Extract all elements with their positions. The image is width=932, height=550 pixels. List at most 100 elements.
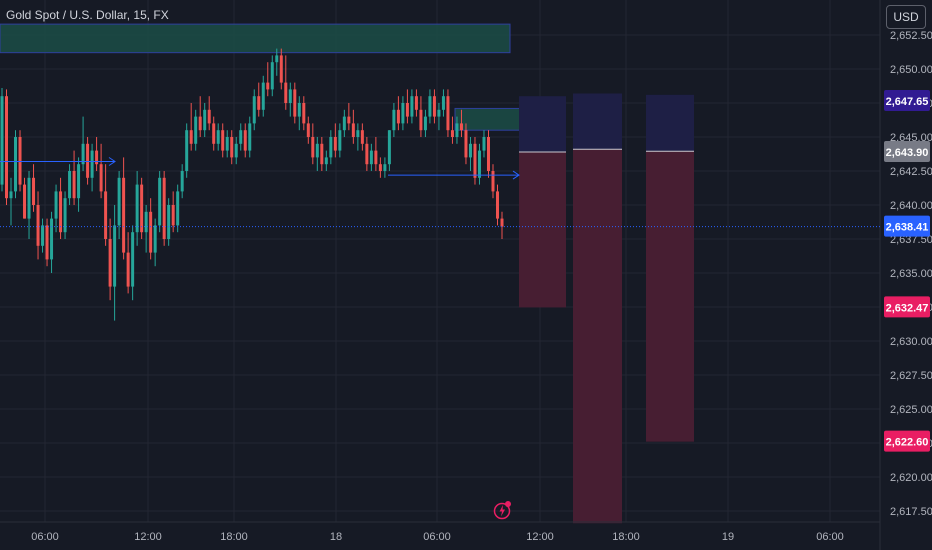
price-label-text: 2,647.65	[886, 96, 929, 108]
price-label-text: 2,632.47	[886, 302, 929, 314]
currency-button[interactable]: USD	[886, 5, 926, 29]
price-axis[interactable]: 2,652.502,650.002,647.502,645.002,642.50…	[884, 30, 932, 518]
candle-body	[306, 123, 310, 137]
candle-body	[230, 137, 234, 158]
price-label-text: 2,622.60	[886, 437, 929, 449]
candle-body	[320, 143, 324, 165]
time-tick-label: 06:00	[816, 531, 844, 543]
candle-body	[365, 143, 369, 165]
candle-body	[126, 252, 130, 287]
candle-body	[234, 143, 238, 158]
candle-body	[414, 96, 418, 110]
candle-body	[18, 137, 22, 185]
candle-body	[405, 103, 409, 117]
arrow-head-icon	[108, 157, 116, 166]
candle-body	[162, 177, 166, 239]
lightning-icon[interactable]	[493, 500, 513, 520]
candle-body	[176, 191, 180, 226]
time-tick-label: 18:00	[612, 531, 640, 543]
candle-body	[9, 191, 13, 199]
candle-body	[189, 130, 193, 144]
price-label-badge	[884, 89, 930, 111]
candle-body	[329, 137, 333, 158]
candle-body	[468, 143, 472, 158]
candle-body	[122, 177, 126, 253]
candle-body	[171, 205, 175, 226]
candle-body	[252, 96, 256, 124]
candle-body	[410, 96, 414, 117]
price-tick-label: 2,650.00	[890, 64, 932, 76]
time-tick-label: 19	[722, 531, 734, 543]
candle-body	[293, 89, 297, 117]
candle-body	[351, 123, 355, 137]
price-label-badge	[884, 430, 930, 452]
candle-body	[387, 130, 391, 165]
candle-body	[279, 55, 283, 83]
candle-body	[441, 96, 445, 110]
candle-body	[455, 123, 459, 137]
candle-body	[149, 211, 153, 253]
candle-body	[432, 96, 436, 117]
position-stop-zone[interactable]	[573, 149, 622, 524]
position-tools[interactable]	[519, 93, 694, 524]
position-target-zone[interactable]	[646, 94, 694, 152]
candle-body	[36, 205, 40, 246]
candle-body	[180, 171, 184, 192]
price-label-badge	[884, 140, 930, 162]
candle-body	[144, 211, 148, 233]
candle-body	[401, 103, 405, 124]
candle-body	[500, 218, 504, 227]
candle-body	[59, 191, 63, 233]
time-tick-label: 06:00	[423, 531, 451, 543]
candle-body	[257, 96, 261, 110]
position-stop-zone[interactable]	[519, 151, 566, 308]
candle-body	[194, 116, 198, 144]
price-label-text: 2,643.90	[886, 147, 929, 159]
trend-arrows[interactable]	[0, 157, 520, 180]
candle-body	[243, 130, 247, 151]
candle-body	[54, 191, 58, 219]
candle-body	[459, 123, 463, 131]
candle-body	[99, 164, 103, 192]
candle-body	[23, 184, 27, 219]
position-target-zone[interactable]	[519, 96, 566, 152]
candle-body	[0, 96, 4, 185]
price-label-badge	[884, 215, 930, 237]
candle-body	[356, 130, 360, 137]
candle-body	[423, 116, 427, 131]
candle-body	[225, 137, 229, 151]
candle-body	[167, 205, 171, 239]
candle-body	[464, 130, 468, 158]
price-tick-label: 2,635.00	[890, 268, 932, 280]
candle-body	[369, 150, 373, 165]
candle-body	[185, 130, 189, 171]
candle-body	[41, 225, 45, 246]
position-stop-zone[interactable]	[646, 151, 694, 442]
price-tick-label: 2,620.00	[890, 472, 932, 484]
candle-body	[203, 109, 207, 131]
candle-body	[14, 137, 18, 192]
drawing-zones[interactable]	[0, 23, 532, 131]
candle-body	[63, 198, 67, 233]
candle-body	[284, 82, 288, 103]
candle-body	[378, 164, 382, 171]
candle-body	[158, 177, 162, 226]
time-axis[interactable]: 06:00 12:00 18:00 18 06:00 12:00 18:00 19 06:00	[0, 521, 880, 543]
price-tick-label: 2,642.50	[890, 166, 932, 178]
position-target-zone[interactable]	[573, 93, 622, 150]
candle-body	[297, 103, 301, 117]
price-tick-label: 2,640.00	[890, 200, 932, 212]
candle-body	[392, 109, 396, 131]
time-tick-label: 06:00	[31, 531, 59, 543]
candle-body	[482, 137, 486, 151]
candle-body	[45, 225, 49, 260]
candle-body	[77, 164, 81, 199]
candle-body	[135, 184, 139, 233]
candle-body	[347, 116, 351, 124]
candle-body	[473, 143, 477, 178]
candle-body	[324, 157, 328, 165]
candle-body	[90, 150, 94, 178]
candle-body	[261, 82, 265, 110]
supply-zone[interactable]	[0, 23, 511, 54]
